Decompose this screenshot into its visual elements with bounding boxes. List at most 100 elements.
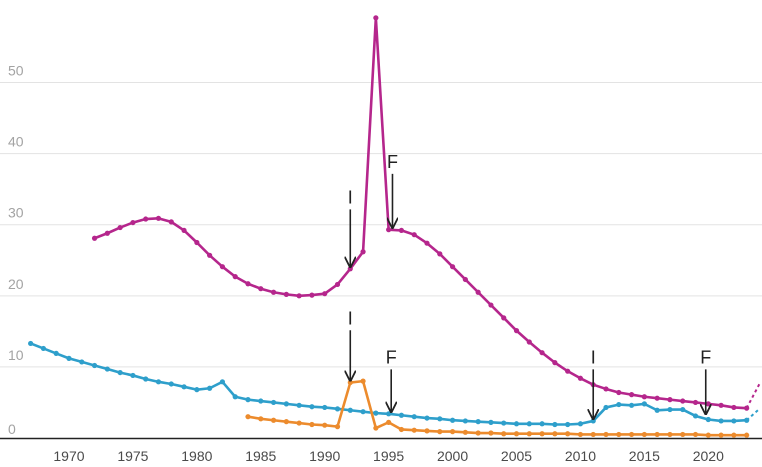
- data-point-orange: [667, 431, 673, 438]
- data-point-blue: [475, 419, 481, 425]
- data-point-magenta: [283, 291, 289, 297]
- data-point-blue: [680, 406, 686, 413]
- data-point-magenta: [194, 239, 200, 246]
- data-point-blue: [488, 419, 494, 425]
- y-tick-label: 40: [8, 134, 24, 150]
- data-point-magenta: [488, 302, 494, 308]
- data-point-orange: [334, 424, 341, 430]
- data-point-blue: [334, 406, 341, 412]
- data-point-magenta: [207, 252, 213, 258]
- x-tick-label: 1985: [245, 448, 276, 464]
- data-point-blue: [386, 411, 392, 417]
- data-point-orange: [654, 431, 660, 438]
- data-point-magenta: [143, 216, 149, 222]
- data-point-blue: [194, 387, 200, 393]
- x-tick-label: 2020: [693, 448, 724, 464]
- data-point-magenta: [654, 395, 660, 401]
- data-point-magenta: [309, 292, 315, 298]
- data-point-magenta: [334, 281, 341, 288]
- data-point-orange: [577, 431, 584, 438]
- y-tick-label: 50: [8, 63, 24, 79]
- data-point-magenta: [718, 402, 724, 408]
- data-point-blue: [258, 398, 264, 404]
- data-point-magenta: [667, 397, 673, 403]
- data-point-blue: [526, 421, 532, 427]
- data-point-blue: [590, 418, 596, 424]
- data-point-magenta: [692, 399, 699, 406]
- data-point-blue: [79, 359, 85, 365]
- data-point-blue: [565, 421, 571, 428]
- data-point-magenta: [526, 339, 532, 345]
- data-point-orange: [347, 379, 353, 386]
- x-tick-label: 2015: [629, 448, 660, 464]
- data-point-orange: [488, 430, 494, 436]
- y-tick-label: 30: [8, 205, 24, 221]
- data-point-magenta: [603, 386, 609, 392]
- data-point-blue: [513, 421, 520, 427]
- data-point-magenta: [168, 219, 174, 225]
- data-point-blue: [91, 362, 98, 369]
- data-point-blue: [411, 414, 417, 420]
- data-point-magenta: [641, 394, 647, 400]
- data-point-orange: [539, 431, 545, 437]
- data-point-magenta: [245, 281, 251, 287]
- data-point-blue: [283, 401, 289, 407]
- data-point-blue: [552, 421, 558, 428]
- data-point-orange: [258, 416, 264, 422]
- data-point-orange: [270, 417, 277, 423]
- data-point-blue: [40, 345, 47, 352]
- data-point-orange: [322, 422, 328, 428]
- data-point-blue: [641, 401, 647, 407]
- data-point-orange: [398, 426, 405, 433]
- data-point-magenta: [386, 227, 392, 233]
- annotation-label-i: I: [348, 308, 353, 328]
- data-point-orange: [692, 431, 699, 438]
- data-point-magenta: [296, 293, 302, 299]
- data-point-orange: [309, 421, 315, 428]
- data-point-blue: [104, 366, 110, 372]
- data-point-magenta: [501, 315, 507, 321]
- series-line-magenta: [93, 16, 748, 410]
- data-point-magenta: [552, 360, 558, 366]
- data-point-magenta: [104, 230, 110, 236]
- data-point-orange: [731, 432, 737, 438]
- data-point-orange: [475, 430, 481, 436]
- data-point-blue: [143, 376, 149, 382]
- data-point-orange: [680, 431, 686, 438]
- data-point-blue: [616, 401, 622, 408]
- data-point-orange: [705, 432, 711, 438]
- data-point-magenta: [424, 240, 430, 246]
- data-point-magenta: [347, 266, 353, 272]
- data-point-blue: [322, 404, 328, 411]
- data-point-blue: [692, 413, 699, 419]
- x-tick-label: 1980: [181, 448, 212, 464]
- data-point-magenta: [577, 375, 584, 381]
- data-point-orange: [501, 431, 507, 437]
- data-point-orange: [565, 431, 571, 437]
- x-tick-label: 1975: [117, 448, 148, 464]
- data-point-magenta: [539, 350, 545, 356]
- data-point-blue: [360, 409, 366, 415]
- data-point-blue: [232, 394, 238, 400]
- data-point-blue: [731, 418, 737, 424]
- data-point-blue: [628, 402, 635, 408]
- data-point-blue: [462, 418, 468, 424]
- data-point-orange: [513, 431, 520, 437]
- data-point-orange: [526, 431, 532, 437]
- data-point-blue: [373, 410, 379, 416]
- data-point-blue: [718, 418, 724, 424]
- data-point-blue: [309, 404, 315, 410]
- data-point-orange: [718, 432, 724, 438]
- data-point-blue: [449, 417, 456, 423]
- data-point-magenta: [680, 398, 686, 404]
- data-point-magenta: [513, 328, 520, 334]
- data-point-blue: [667, 406, 673, 413]
- data-point-blue: [181, 384, 187, 390]
- data-point-magenta: [475, 289, 481, 295]
- data-point-blue: [155, 379, 162, 385]
- data-point-magenta: [449, 264, 456, 270]
- data-point-orange: [628, 431, 635, 438]
- data-point-blue: [117, 369, 123, 376]
- data-point-blue: [296, 402, 302, 408]
